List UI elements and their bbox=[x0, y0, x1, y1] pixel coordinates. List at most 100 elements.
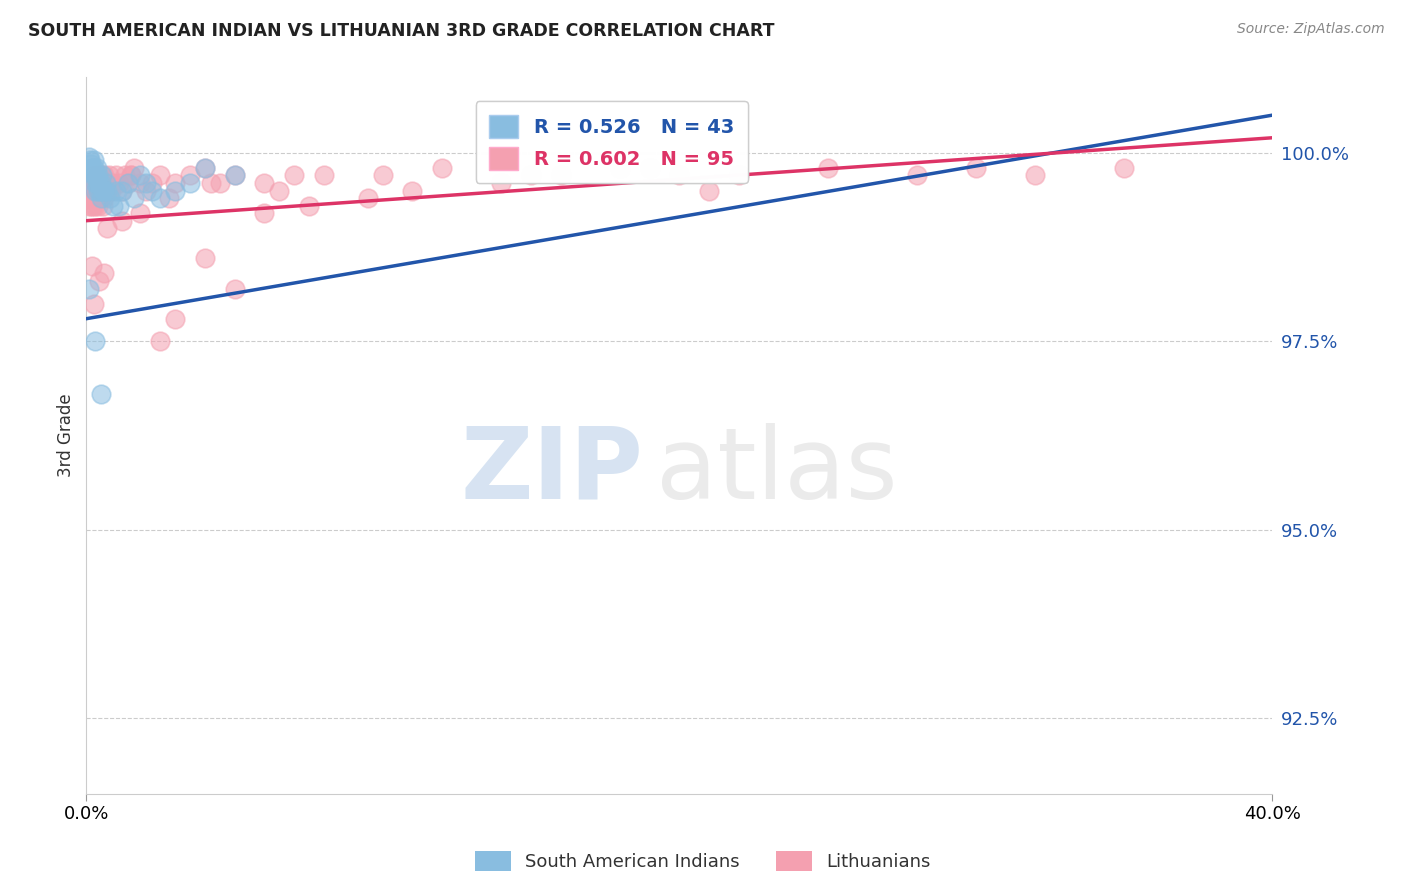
Point bbox=[82, 191, 104, 205]
Point bbox=[83, 153, 105, 168]
Point bbox=[111, 184, 134, 198]
Point bbox=[98, 176, 121, 190]
Point bbox=[520, 169, 543, 183]
Point bbox=[77, 150, 100, 164]
Point bbox=[312, 169, 335, 183]
Point bbox=[90, 191, 112, 205]
Point bbox=[638, 161, 661, 175]
Text: atlas: atlas bbox=[655, 423, 897, 520]
Point bbox=[157, 191, 180, 205]
Point bbox=[401, 184, 423, 198]
Point bbox=[96, 184, 118, 198]
Point bbox=[114, 169, 136, 183]
Point bbox=[90, 176, 112, 190]
Legend: R = 0.526   N = 43, R = 0.602   N = 95: R = 0.526 N = 43, R = 0.602 N = 95 bbox=[475, 102, 748, 184]
Text: Source: ZipAtlas.com: Source: ZipAtlas.com bbox=[1237, 22, 1385, 37]
Point bbox=[149, 191, 172, 205]
Point bbox=[80, 157, 103, 171]
Point bbox=[87, 169, 110, 183]
Point bbox=[83, 296, 105, 310]
Point bbox=[104, 184, 127, 198]
Point bbox=[84, 184, 107, 198]
Point bbox=[179, 169, 201, 183]
Point bbox=[86, 184, 108, 198]
Point bbox=[93, 184, 115, 198]
Point bbox=[91, 184, 114, 198]
Point bbox=[550, 169, 572, 183]
Point bbox=[83, 169, 105, 183]
Point bbox=[905, 169, 928, 183]
Point bbox=[965, 161, 987, 175]
Point bbox=[80, 184, 103, 198]
Point bbox=[96, 184, 118, 198]
Point bbox=[84, 176, 107, 190]
Point bbox=[128, 206, 150, 220]
Point bbox=[82, 164, 104, 178]
Point bbox=[90, 169, 112, 183]
Point bbox=[77, 281, 100, 295]
Point bbox=[117, 176, 139, 190]
Point bbox=[120, 169, 142, 183]
Point bbox=[253, 206, 276, 220]
Point bbox=[120, 169, 142, 183]
Point bbox=[93, 169, 115, 183]
Point bbox=[82, 176, 104, 190]
Point bbox=[179, 176, 201, 190]
Point bbox=[89, 184, 111, 198]
Point bbox=[83, 184, 105, 198]
Point bbox=[76, 191, 98, 205]
Point bbox=[97, 184, 120, 198]
Point bbox=[87, 184, 110, 198]
Point bbox=[108, 176, 131, 190]
Text: ZIP: ZIP bbox=[461, 423, 644, 520]
Point bbox=[357, 191, 380, 205]
Point bbox=[100, 184, 122, 198]
Legend: South American Indians, Lithuanians: South American Indians, Lithuanians bbox=[468, 844, 938, 879]
Point bbox=[97, 169, 120, 183]
Point bbox=[128, 169, 150, 183]
Point bbox=[149, 334, 172, 349]
Point bbox=[128, 176, 150, 190]
Point bbox=[90, 169, 112, 183]
Point bbox=[91, 199, 114, 213]
Point bbox=[87, 176, 110, 190]
Point bbox=[224, 169, 246, 183]
Point bbox=[84, 334, 107, 349]
Point bbox=[224, 169, 246, 183]
Point bbox=[87, 169, 110, 183]
Point bbox=[80, 161, 103, 175]
Point bbox=[194, 252, 217, 266]
Point bbox=[609, 161, 631, 175]
Point bbox=[1114, 161, 1136, 175]
Point bbox=[1024, 169, 1046, 183]
Point bbox=[141, 176, 163, 190]
Point bbox=[94, 176, 117, 190]
Point bbox=[90, 387, 112, 401]
Point bbox=[79, 191, 101, 205]
Point bbox=[122, 161, 145, 175]
Point bbox=[86, 176, 108, 190]
Point bbox=[84, 191, 107, 205]
Point bbox=[80, 199, 103, 213]
Point bbox=[149, 169, 172, 183]
Point bbox=[208, 176, 231, 190]
Point bbox=[82, 169, 104, 183]
Point bbox=[101, 199, 124, 213]
Point bbox=[135, 176, 157, 190]
Point bbox=[86, 199, 108, 213]
Point bbox=[104, 169, 127, 183]
Point bbox=[253, 176, 276, 190]
Point bbox=[96, 221, 118, 235]
Point bbox=[82, 184, 104, 198]
Point bbox=[87, 274, 110, 288]
Point bbox=[697, 184, 720, 198]
Y-axis label: 3rd Grade: 3rd Grade bbox=[58, 393, 75, 477]
Point bbox=[89, 184, 111, 198]
Point bbox=[668, 169, 690, 183]
Point bbox=[298, 199, 321, 213]
Point bbox=[267, 184, 290, 198]
Point bbox=[83, 199, 105, 213]
Point bbox=[86, 191, 108, 205]
Point bbox=[817, 161, 839, 175]
Point bbox=[200, 176, 222, 190]
